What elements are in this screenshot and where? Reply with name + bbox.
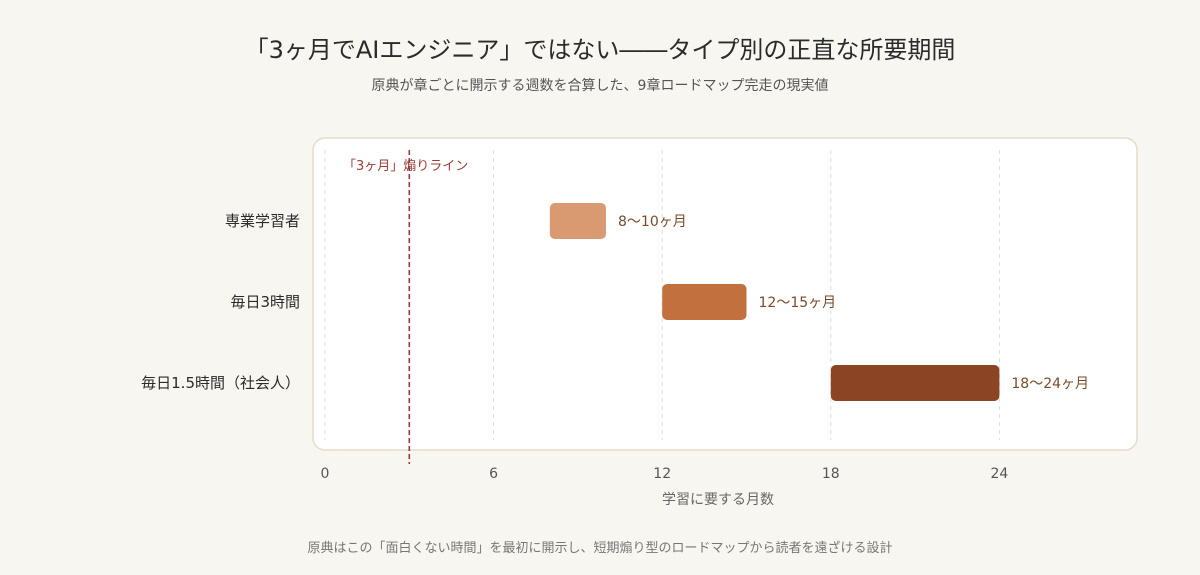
reference-layer: 「3ヶ月」煽りライン [343,150,468,464]
x-tick-label: 24 [990,466,1008,482]
x-tick-label: 6 [489,466,498,482]
category-label: 毎日3時間 [230,293,300,311]
category-label: 専業学習者 [225,212,300,230]
chart-title: 「3ヶ月でAIエンジニア」ではない――タイプ別の正直な所要期間 [244,36,956,64]
value-label: 8〜10ヶ月 [618,214,687,230]
range-bar [549,203,606,239]
x-tick-label: 0 [321,466,330,482]
value-label: 12〜15ヶ月 [759,295,837,311]
value-label: 18〜24ヶ月 [1011,376,1089,392]
range-bar [830,365,1000,401]
x-tick-label: 12 [653,466,671,482]
range-bar [662,284,747,320]
category-label: 毎日1.5時間（社会人） [141,374,300,392]
chart-subtitle: 原典が章ごとに開示する週数を合算した、9章ロードマップ完走の現実値 [371,78,829,94]
reference-line-label: 「3ヶ月」煽りライン [343,158,468,174]
x-tick-label: 18 [822,466,840,482]
x-axis: 0 6 12 18 24 学習に要する月数 [321,466,1009,508]
footnote: 原典はこの「面白くない時間」を最初に開示し、短期煽り型のロードマップから読者を遠… [307,541,893,556]
x-axis-label: 学習に要する月数 [662,492,774,508]
bar-layer [549,203,1000,401]
